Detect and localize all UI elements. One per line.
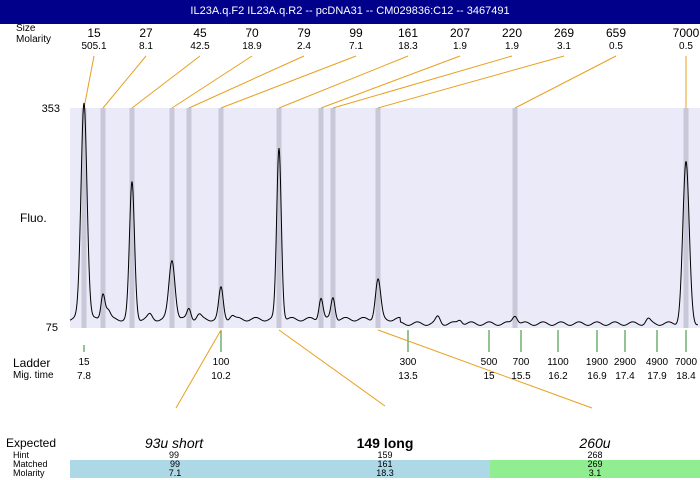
ladder-time-label: 17.9 xyxy=(647,371,667,382)
peak-molarity-label: 18.9 xyxy=(242,41,262,52)
fluorescence-trace xyxy=(69,102,699,326)
peak-molarity-label: 0.5 xyxy=(679,41,693,52)
plot-area xyxy=(70,108,700,328)
ladder-size-label: 7000 xyxy=(674,357,698,368)
ladder-time-label: 17.4 xyxy=(615,371,635,382)
expected-connector-2 xyxy=(278,329,386,407)
peak-size-label: 99 xyxy=(349,26,363,40)
ladder-time-label: 16.9 xyxy=(587,371,607,382)
peak-size-label: 70 xyxy=(245,26,259,40)
ladder-size-label: 1900 xyxy=(585,357,609,368)
peak-size-label: 79 xyxy=(297,26,311,40)
y-axis-top-tick: 353 xyxy=(41,103,60,115)
ladder-size-label: 1100 xyxy=(547,357,569,368)
peak-size-label: 207 xyxy=(449,26,471,40)
peak-band-6 xyxy=(218,108,224,328)
peak-band-2 xyxy=(100,108,106,328)
peak-connector-8 xyxy=(320,55,461,109)
ladder-time-label: 18.4 xyxy=(676,371,696,382)
expected-connector-1 xyxy=(175,329,222,409)
peak-molarity-label: 3.1 xyxy=(557,41,571,52)
ladder-time-label: 13.5 xyxy=(398,371,418,382)
peak-size-label: 269 xyxy=(553,26,575,40)
ladder-time-label: 16.2 xyxy=(548,371,568,382)
ladder-time-label: 7.8 xyxy=(77,371,91,382)
peak-band-1 xyxy=(81,108,87,328)
peak-connector-10 xyxy=(377,55,565,109)
peak-band-3 xyxy=(129,108,135,328)
expected-molarity-bar-2: 18.3 xyxy=(280,469,490,478)
peak-band-12 xyxy=(683,108,689,328)
molarity-label: Molarity xyxy=(13,468,45,478)
peak-band-5 xyxy=(186,108,192,328)
y-axis-label: Fluo. xyxy=(20,211,47,225)
peak-molarity-label: 1.9 xyxy=(505,41,519,52)
matched-label: Matched xyxy=(13,459,48,469)
peak-connector-5 xyxy=(188,55,305,109)
ladder-label: Ladder xyxy=(13,356,51,370)
ladder-time-label: 15.5 xyxy=(511,371,531,382)
peak-molarity-label: 7.1 xyxy=(349,41,363,52)
expected-name-1: 93u short xyxy=(144,435,204,451)
peak-size-label: 220 xyxy=(501,26,523,40)
mig-time-label: Mig. time xyxy=(13,370,54,381)
peak-connector-6 xyxy=(220,55,357,109)
expected-molarity-bar-1: 7.1 xyxy=(70,469,280,478)
expected-name-3: 260u xyxy=(579,435,611,451)
peak-size-label: 659 xyxy=(605,26,627,40)
expected-hint-2: 159 xyxy=(377,450,393,460)
peak-connector-2 xyxy=(102,55,147,109)
expected-molarity-bar-3: 3.1 xyxy=(490,469,700,478)
peak-band-4 xyxy=(169,108,175,328)
peak-band-10 xyxy=(375,108,381,328)
peak-band-8 xyxy=(318,108,324,328)
peak-molarity-label: 2.4 xyxy=(297,41,311,52)
peak-molarity-label: 42.5 xyxy=(190,41,210,52)
ladder-size-label: 4900 xyxy=(645,357,669,368)
peak-band-9 xyxy=(330,108,336,328)
peak-molarity-label: 1.9 xyxy=(453,41,467,52)
chart-title: IL23A.q.F2 IL23A.q.R2 -- pcDNA31 -- CM02… xyxy=(190,5,510,17)
peak-band-7 xyxy=(276,108,282,328)
expected-name-2: 149 long xyxy=(356,435,414,451)
peak-molarity-label: 8.1 xyxy=(139,41,153,52)
peak-connector-1 xyxy=(83,55,95,109)
ladder-size-label: 500 xyxy=(480,357,498,368)
ladder-size-label: 2900 xyxy=(613,357,637,368)
peak-size-label: 27 xyxy=(139,26,153,40)
peak-connector-9 xyxy=(332,55,513,109)
ladder-size-label: 15 xyxy=(78,357,90,368)
expected-label: Expected xyxy=(6,436,57,450)
expected-matched-bar-1: 99 xyxy=(70,460,280,469)
peak-connector-11 xyxy=(514,55,617,109)
expected-hint-3: 268 xyxy=(587,450,603,460)
ladder-size-label: 100 xyxy=(212,357,230,368)
y-axis-bottom-tick: 75 xyxy=(45,322,58,334)
title-bar: IL23A.q.F2 IL23A.q.R2 -- pcDNA31 -- CM02… xyxy=(0,0,700,24)
peak-connector-7 xyxy=(278,55,409,109)
expected-connector-3 xyxy=(377,329,593,409)
ladder-time-label: 10.2 xyxy=(211,371,231,382)
peak-size-label: 7000 xyxy=(672,26,700,40)
hint-label: Hint xyxy=(13,450,30,460)
peak-molarity-label: 18.3 xyxy=(398,41,418,52)
molarity-row-label: Molarity xyxy=(16,34,52,45)
peak-molarity-label: 0.5 xyxy=(609,41,623,52)
expected-matched-bar-2: 161 xyxy=(280,460,490,469)
ladder-size-label: 700 xyxy=(512,357,530,368)
size-row-label: Size xyxy=(16,23,36,34)
peak-molarity-label: 505.1 xyxy=(81,41,107,52)
ladder-size-label: 300 xyxy=(399,357,417,368)
peak-band-11 xyxy=(512,108,518,328)
peak-connector-4 xyxy=(171,55,253,109)
ladder-time-label: 15 xyxy=(483,371,495,382)
peak-connector-3 xyxy=(131,55,201,109)
peak-size-label: 15 xyxy=(87,26,101,40)
expected-hint-1: 99 xyxy=(168,450,179,460)
expected-matched-bar-3: 269 xyxy=(490,460,700,469)
peak-size-label: 45 xyxy=(193,26,207,40)
peak-size-label: 161 xyxy=(397,26,419,40)
